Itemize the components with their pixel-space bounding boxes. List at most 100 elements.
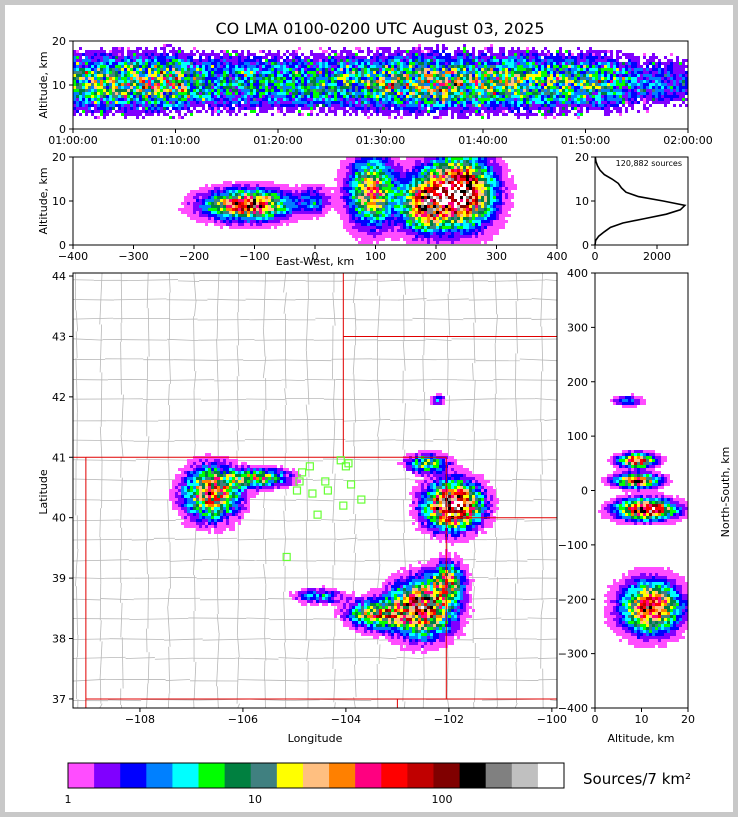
time-height-cell — [133, 98, 136, 101]
time-height-cell — [601, 59, 604, 62]
time-height-cell — [430, 53, 433, 56]
time-height-cell — [127, 98, 130, 101]
time-height-cell — [76, 80, 79, 83]
time-height-cell — [499, 89, 502, 92]
time-height-cell — [91, 56, 94, 59]
time-height-cell — [367, 92, 370, 95]
time-height-cell — [136, 59, 139, 62]
time-height-cell — [682, 89, 685, 92]
time-height-cell — [277, 56, 280, 59]
ew-height-cell — [250, 187, 253, 190]
time-height-cell — [565, 65, 568, 68]
time-height-cell — [325, 50, 328, 53]
ew-height-cell — [358, 190, 361, 193]
time-height-cell — [496, 74, 499, 77]
time-height-cell — [316, 89, 319, 92]
ew-height-cell — [394, 187, 397, 190]
ew-height-cell — [391, 157, 394, 160]
time-height-cell — [559, 68, 562, 71]
time-height-cell — [76, 50, 79, 53]
time-height-cell — [553, 56, 556, 59]
ew-height-cell — [367, 178, 370, 181]
time-height-cell — [229, 53, 232, 56]
time-height-cell — [319, 89, 322, 92]
time-height-cell — [109, 95, 112, 98]
time-height-cell — [175, 77, 178, 80]
time-height-cell — [661, 86, 664, 89]
time-height-cell — [178, 116, 181, 119]
time-height-cell — [586, 98, 589, 101]
ew-height-cell — [481, 184, 484, 187]
time-height-cell — [490, 83, 493, 86]
time-height-cell — [451, 68, 454, 71]
ew-height-cell — [409, 175, 412, 178]
ew-height-cell — [370, 163, 373, 166]
time-height-cell — [175, 53, 178, 56]
time-height-cell — [466, 98, 469, 101]
time-height-cell — [271, 80, 274, 83]
time-height-cell — [280, 110, 283, 113]
ew-height-cell — [466, 169, 469, 172]
time-height-cell — [664, 83, 667, 86]
time-height-cell — [583, 98, 586, 101]
time-height-cell — [244, 92, 247, 95]
time-height-cell — [457, 56, 460, 59]
time-height-cell — [280, 74, 283, 77]
time-height-cell — [328, 83, 331, 86]
time-height-cell — [271, 113, 274, 116]
time-height-cell — [583, 62, 586, 65]
ew-height-cell — [217, 184, 220, 187]
ew-height-cell — [367, 175, 370, 178]
time-height-cell — [304, 71, 307, 74]
time-height-cell — [586, 107, 589, 110]
time-height-cell — [490, 53, 493, 56]
time-height-cell — [514, 71, 517, 74]
time-height-cell — [673, 95, 676, 98]
time-height-cell — [541, 83, 544, 86]
time-height-cell — [487, 92, 490, 95]
time-height-cell — [139, 104, 142, 107]
time-height-cell — [631, 92, 634, 95]
time-height-cell — [553, 83, 556, 86]
time-height-cell — [292, 89, 295, 92]
time-height-cell — [424, 83, 427, 86]
time-height-cell — [130, 95, 133, 98]
time-height-cell — [469, 53, 472, 56]
time-height-cell — [622, 92, 625, 95]
time-height-cell — [223, 80, 226, 83]
time-height-cell — [130, 68, 133, 71]
time-height-cell — [271, 107, 274, 110]
time-height-cell — [322, 101, 325, 104]
time-height-cell — [163, 65, 166, 68]
time-height-cell — [346, 53, 349, 56]
time-height-cell — [634, 71, 637, 74]
ew-height-cell — [376, 187, 379, 190]
time-height-cell — [211, 101, 214, 104]
time-height-cell — [598, 83, 601, 86]
ew-height-cell — [508, 187, 511, 190]
time-height-cell — [322, 80, 325, 83]
time-height-cell — [388, 77, 391, 80]
time-height-cell — [403, 65, 406, 68]
time-height-cell — [235, 95, 238, 98]
time-height-cell — [574, 65, 577, 68]
time-height-cell — [607, 56, 610, 59]
time-height-cell — [508, 104, 511, 107]
time-height-cell — [457, 83, 460, 86]
time-height-cell — [547, 59, 550, 62]
time-height-cell — [265, 92, 268, 95]
time-height-cell — [523, 68, 526, 71]
time-height-cell — [181, 56, 184, 59]
time-height-cell — [514, 80, 517, 83]
time-height-cell — [418, 74, 421, 77]
ew-height-cell — [442, 169, 445, 172]
ew-height-cell — [403, 163, 406, 166]
time-height-cell — [526, 116, 529, 119]
ew-height-cell — [400, 187, 403, 190]
ew-height-cell — [448, 160, 451, 163]
time-height-cell — [607, 104, 610, 107]
time-height-cell — [544, 62, 547, 65]
time-height-cell — [340, 104, 343, 107]
time-height-cell — [367, 65, 370, 68]
time-height-cell — [379, 92, 382, 95]
